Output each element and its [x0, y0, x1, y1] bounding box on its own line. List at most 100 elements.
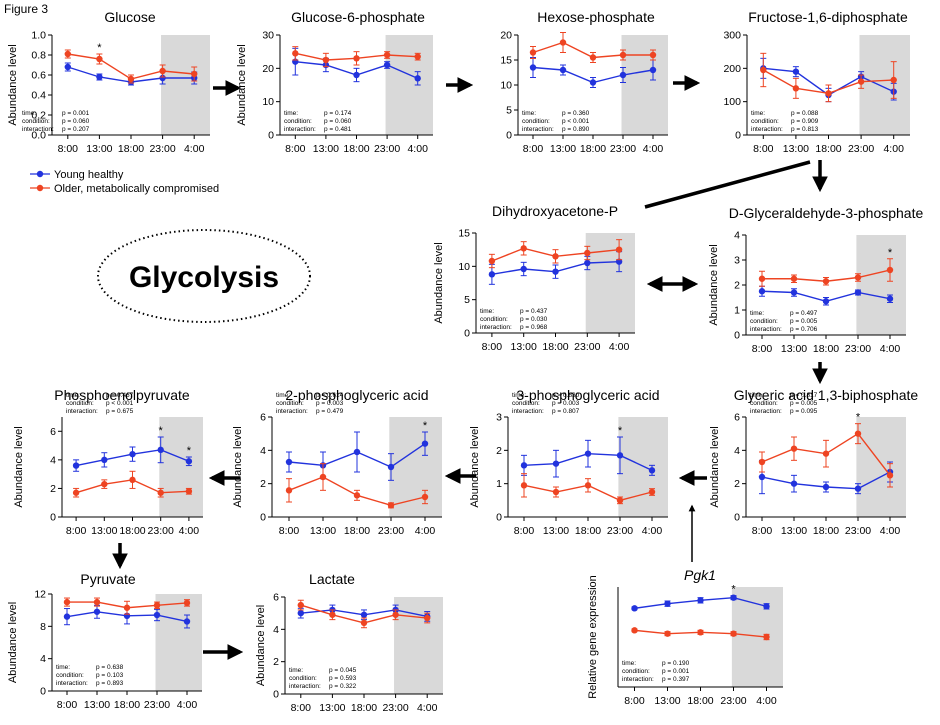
- x-tick-label: 8:00: [523, 143, 544, 155]
- stat-value: p = 0.005: [790, 318, 818, 325]
- y-axis-label: Relative gene expression: [587, 575, 599, 699]
- data-point: [153, 611, 161, 619]
- y-tick-label: 4: [40, 653, 46, 665]
- stat-label: interaction:: [276, 408, 308, 415]
- y-tick-label: 6: [260, 412, 266, 424]
- data-point: [72, 462, 80, 469]
- significance-star: *: [856, 412, 861, 424]
- data-point: [559, 66, 567, 74]
- significance-star: *: [423, 420, 428, 432]
- data-point: [292, 50, 299, 57]
- y-axis-label: Abundance level: [708, 244, 720, 325]
- stat-label: interaction:: [66, 408, 98, 415]
- data-point: [383, 61, 391, 69]
- x-tick-label: 13:00: [543, 525, 569, 537]
- stat-value: p = 0.207: [62, 126, 90, 133]
- y-tick-label: 10: [262, 96, 274, 108]
- data-point: [96, 55, 103, 63]
- data-point: [822, 483, 830, 491]
- stat-label: time:: [751, 110, 765, 117]
- stat-label: time:: [56, 664, 70, 671]
- data-point: [424, 614, 431, 622]
- stat-label: condition:: [284, 118, 312, 125]
- x-tick-label: 4:00: [880, 525, 901, 537]
- data-point: [353, 71, 360, 79]
- y-tick-label: 1.0: [31, 30, 46, 42]
- y-tick-label: 0: [50, 512, 56, 524]
- y-axis-label: Abundance level: [236, 44, 248, 125]
- x-tick-label: 8:00: [291, 702, 312, 714]
- data-point: [93, 598, 101, 606]
- chart-glucose: 0.0 0.2 0.4 0.6 0.8 1.0 8:00 13:00 18:00 23:00 4:0…: [7, 9, 210, 155]
- stats-block: time: p = 0.467 condition: p < 0.001 interac…: [66, 392, 134, 415]
- x-tick-label: 23:00: [144, 699, 170, 711]
- x-tick-label: 4:00: [880, 343, 901, 355]
- data-point: [758, 458, 766, 466]
- y-tick-label: 0: [268, 130, 274, 142]
- stat-label: time:: [66, 392, 80, 399]
- y-tick-label: 15: [458, 228, 470, 240]
- stat-label: condition:: [276, 400, 304, 407]
- data-point: [886, 266, 894, 274]
- data-point: [285, 458, 293, 466]
- data-point: [664, 600, 671, 607]
- x-tick-label: 18:00: [114, 699, 140, 711]
- x-tick-label: 13:00: [550, 143, 576, 155]
- data-point: [730, 594, 737, 601]
- stat-label: time:: [522, 110, 536, 117]
- stats-block: time: p = 0.190 condition: p = 0.001 interac…: [622, 660, 690, 683]
- x-tick-label: 18:00: [343, 143, 369, 155]
- y-tick-label: 8: [40, 621, 46, 633]
- data-point: [127, 75, 135, 83]
- data-point: [584, 259, 591, 267]
- data-point: [559, 39, 567, 46]
- stat-label: interaction:: [522, 126, 554, 133]
- chart-title: 3-phosphoglyceric acid: [516, 387, 659, 403]
- data-point: [520, 265, 527, 273]
- y-tick-label: 0: [735, 130, 741, 142]
- chart-13bpg: 0 2 4 6 8:00 13:00 18:00 23:00 4:00 * Glyceric aci…: [709, 387, 918, 537]
- night-shade-region: [621, 35, 668, 135]
- night-shade-region: [394, 597, 443, 694]
- figure-label: Figure 3: [4, 2, 48, 16]
- data-point: [790, 275, 798, 282]
- data-point: [421, 493, 429, 501]
- data-point: [96, 73, 103, 81]
- data-point: [697, 629, 704, 636]
- y-tick-label: 2: [50, 483, 56, 495]
- night-shade-region: [159, 417, 203, 517]
- x-tick-label: 13:00: [654, 695, 680, 707]
- y-tick-label: 0: [260, 512, 266, 524]
- legend-label-older: Older, metabolically compromised: [54, 183, 219, 195]
- stat-value: p = 0.593: [329, 675, 357, 682]
- night-shade-region: [856, 417, 906, 517]
- y-tick-label: 6: [734, 412, 740, 424]
- x-tick-label: 23:00: [378, 525, 404, 537]
- x-tick-label: 13:00: [84, 699, 110, 711]
- y-tick-label: 20: [500, 30, 512, 42]
- stat-label: time:: [22, 110, 36, 117]
- stat-label: interaction:: [284, 126, 316, 133]
- y-axis-label: Abundance level: [433, 242, 445, 323]
- chart-lactate: 0 2 4 6 8:00 13:00 18:00 23:00 4:00 Lactate Abunda…: [255, 571, 443, 714]
- data-point: [822, 278, 830, 285]
- stat-value: p = 0.174: [324, 110, 352, 117]
- x-tick-label: 23:00: [574, 341, 600, 353]
- stat-label: interaction:: [750, 326, 782, 333]
- chart-title: Fructose-1,6-diphosphate: [748, 9, 908, 25]
- data-point: [792, 85, 800, 92]
- x-tick-label: 13:00: [781, 525, 807, 537]
- pathway-label: Glycolysis: [97, 229, 311, 323]
- data-point: [758, 473, 766, 481]
- chart-title: Dihydroxyacetone-P: [492, 203, 618, 219]
- data-point: [615, 246, 623, 253]
- data-point: [886, 295, 894, 302]
- data-point: [63, 613, 71, 620]
- x-tick-label: 18:00: [815, 143, 841, 155]
- legend-label-young: Young healthy: [54, 169, 124, 181]
- chart-pyruvate: 0 4 8 12 8:00 13:00 18:00 23:00 4:00 Pyruvate Abun…: [7, 571, 202, 711]
- stat-value: p = 0.003: [552, 400, 580, 407]
- data-point: [191, 70, 198, 78]
- chart-title: Phosphoenolpyruvate: [54, 387, 190, 403]
